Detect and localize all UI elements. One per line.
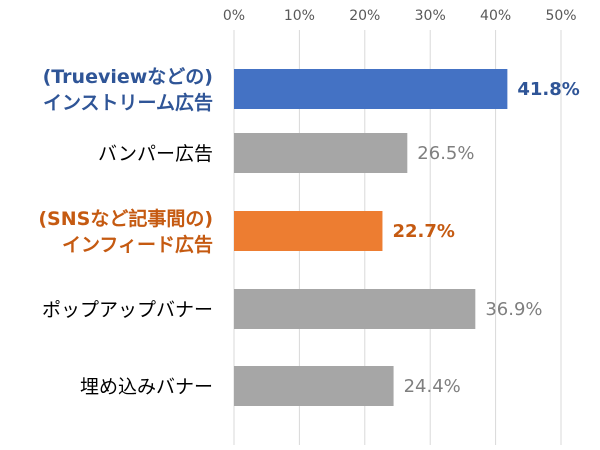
bar-bumper [234, 133, 408, 173]
category-label-infeed-line-0: (SNSなど記事間の) [38, 207, 213, 230]
data-label-infeed: 22.7% [392, 221, 454, 242]
data-label-embedded: 24.4% [404, 376, 461, 397]
data-label-popup: 36.9% [485, 299, 542, 320]
x-tick-label-0: 0% [223, 8, 245, 24]
x-tick-label-2: 20% [349, 8, 380, 24]
x-tick-label-5: 50% [545, 8, 576, 24]
category-label-popup-line-0: ポップアップバナー [42, 299, 213, 321]
data-label-instream: 41.8% [517, 79, 579, 100]
bar-popup [234, 289, 476, 329]
category-label-bumper-line-0: バンパー広告 [98, 143, 213, 165]
x-tick-label-1: 10% [284, 8, 315, 24]
data-label-bumper: 26.5% [417, 143, 474, 164]
category-label-instream-line-0: (Trueviewなどの) [43, 66, 213, 88]
x-tick-label-4: 40% [480, 8, 511, 24]
x-axis-ticks: 0% 10% 20% 30% 40% 50% [223, 8, 577, 24]
bar-instream [234, 69, 508, 109]
data-labels: 41.8% 26.5% 22.7% 36.9% 24.4% [392, 79, 579, 397]
x-tick-label-3: 30% [415, 8, 446, 24]
bar-embedded [234, 366, 394, 406]
category-label-embedded-line-0: 埋め込みバナー [80, 376, 213, 398]
category-label-instream-line-1: インストリーム広告 [43, 91, 213, 114]
category-label-infeed-line-1: インフィード広告 [62, 233, 213, 256]
bar-infeed [234, 211, 383, 251]
bars [234, 69, 508, 406]
